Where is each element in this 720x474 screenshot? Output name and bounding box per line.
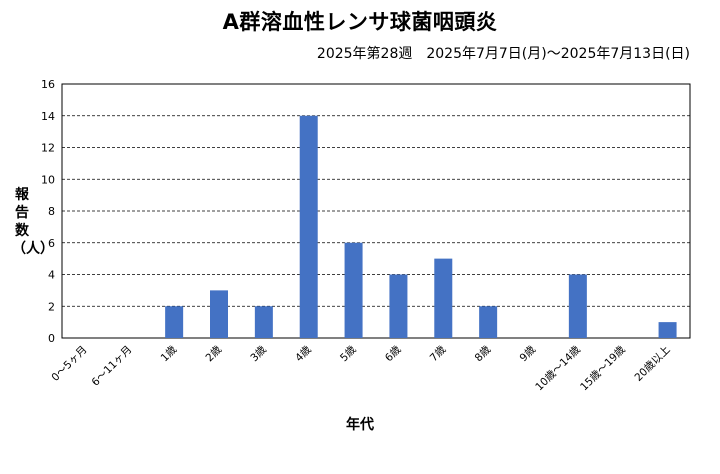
- x-tick-label: 5歳: [338, 343, 359, 364]
- bar: [568, 274, 587, 338]
- y-tick-label: 12: [41, 142, 55, 155]
- bar: [299, 115, 318, 338]
- y-tick-label: 8: [48, 205, 55, 218]
- x-tick-label: 2歳: [203, 343, 224, 364]
- x-tick-label: 10歳〜14歳: [533, 343, 583, 393]
- plot-frame: [61, 83, 691, 339]
- y-tick-label: 14: [41, 110, 55, 123]
- chart-title: A群溶血性レンサ球菌咽頭炎: [222, 10, 498, 34]
- bar: [254, 306, 273, 338]
- bar: [344, 242, 363, 338]
- x-tick-label: 20歳以上: [632, 344, 672, 384]
- x-tick-label: 4歳: [293, 343, 314, 364]
- bar: [658, 322, 677, 338]
- x-tick-label: 6歳: [383, 343, 404, 364]
- y-tick-label: 0: [48, 332, 55, 345]
- x-tick-label: 0〜5ヶ月: [49, 344, 89, 384]
- y-tick-label: 10: [41, 173, 55, 186]
- bar: [479, 306, 498, 338]
- x-tick-label: 6〜11ヶ月: [89, 344, 134, 389]
- bar: [165, 306, 184, 338]
- y-tick-label: 6: [48, 237, 55, 250]
- y-tick-label: 4: [48, 269, 55, 282]
- x-tick-label: 3歳: [248, 343, 269, 364]
- x-tick-label: 9歳: [517, 343, 538, 364]
- chart-subtitle: 2025年第28週 2025年7月7日(月)〜2025年7月13日(日): [316, 46, 690, 62]
- x-axis-label: 年代: [346, 417, 374, 433]
- x-tick-label: 15歳〜19歳: [578, 343, 628, 393]
- x-tick-label: 7歳: [428, 343, 449, 364]
- bar: [210, 290, 228, 338]
- y-tick-label: 2: [48, 300, 55, 313]
- bar: [389, 274, 408, 338]
- bar: [434, 258, 453, 338]
- y-tick-label: 16: [41, 78, 55, 91]
- x-tick-label: 1歳: [159, 343, 180, 364]
- x-tick-label: 8歳: [473, 343, 494, 364]
